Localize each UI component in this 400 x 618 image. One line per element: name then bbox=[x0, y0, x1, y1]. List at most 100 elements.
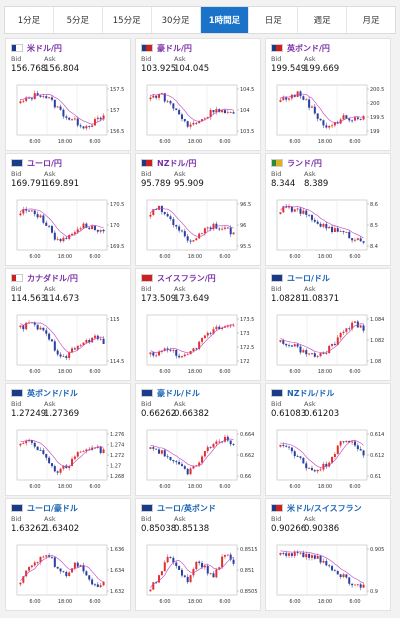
pair-name[interactable]: 英ポンド/円 bbox=[287, 43, 330, 53]
tab-5[interactable]: 日足 bbox=[249, 7, 299, 33]
pair-name[interactable]: 豪ドル/円 bbox=[157, 43, 192, 53]
candle bbox=[59, 354, 62, 357]
candle bbox=[178, 355, 181, 358]
tab-0[interactable]: 1分足 bbox=[5, 7, 54, 33]
candle bbox=[316, 221, 319, 224]
ask-label: Ask bbox=[304, 285, 316, 293]
rate-card[interactable]: ユーロ/円 Bid Ask 169.791 169.891 170.5 170 169… bbox=[5, 153, 131, 266]
pair-name[interactable]: ユーロ/ドル bbox=[287, 273, 330, 283]
rate-card[interactable]: 英ポンド/ドル Bid Ask 1.27249 1.27369 1.276 1.27… bbox=[5, 383, 131, 496]
rate-card[interactable]: ユーロ/豪ドル Bid Ask 1.63262 1.63402 1.636 1.63… bbox=[5, 498, 131, 611]
candle bbox=[28, 567, 31, 571]
rate-card[interactable]: NZドル/ドル Bid Ask 0.61083 0.61203 0.614 0.61… bbox=[265, 383, 391, 496]
candle bbox=[285, 445, 288, 447]
pair-name[interactable]: カナダドル/円 bbox=[27, 273, 78, 283]
candle bbox=[305, 210, 308, 215]
candle bbox=[149, 97, 152, 100]
candle bbox=[226, 112, 229, 114]
x-tick-label: 6:00 bbox=[349, 484, 360, 490]
x-tick-label: 6:00 bbox=[289, 139, 300, 145]
candle bbox=[33, 322, 36, 325]
ask-value: 0.66382 bbox=[174, 409, 210, 419]
candle bbox=[73, 118, 76, 120]
candle bbox=[195, 238, 198, 241]
rate-card[interactable]: NZドル/円 Bid Ask 95.789 95.909 96.5 96 95.5 6:… bbox=[135, 153, 261, 266]
y-tick-label: 1.272 bbox=[110, 453, 124, 459]
pair-name[interactable]: ユーロ/豪ドル bbox=[27, 503, 78, 513]
candle bbox=[62, 465, 65, 469]
moving-average-line bbox=[20, 322, 104, 353]
flag-icon bbox=[271, 389, 283, 397]
candle bbox=[73, 232, 76, 234]
pair-name[interactable]: NZドル/円 bbox=[157, 158, 197, 168]
candle bbox=[226, 227, 229, 229]
tab-7[interactable]: 月足 bbox=[362, 16, 380, 26]
pair-name[interactable]: 米ドル/スイスフラン bbox=[287, 503, 362, 513]
x-tick-label: 6:00 bbox=[159, 599, 170, 605]
mini-chart: 96.5 96 95.5 6:00 18:00 6:00 bbox=[146, 199, 251, 260]
candle bbox=[348, 440, 351, 443]
rate-card[interactable]: 豪ドル/円 Bid Ask 103.925 104.045 104.5 104 103… bbox=[135, 38, 261, 151]
pair-name[interactable]: ランド/円 bbox=[287, 158, 322, 168]
ask-value: 0.85138 bbox=[174, 524, 210, 534]
ask-value: 1.27369 bbox=[44, 409, 80, 419]
candle bbox=[351, 120, 354, 122]
candle bbox=[102, 229, 105, 232]
tab-6[interactable]: 週足 bbox=[298, 7, 348, 33]
candle bbox=[209, 447, 212, 448]
ask-value: 1.63402 bbox=[44, 524, 80, 534]
pair-name[interactable]: ユーロ/英ポンド bbox=[157, 503, 216, 513]
pair-name[interactable]: 英ポンド/ドル bbox=[27, 388, 78, 398]
candle bbox=[28, 97, 31, 99]
candle bbox=[180, 230, 183, 232]
candle bbox=[206, 227, 209, 229]
candle bbox=[333, 122, 336, 126]
candle bbox=[71, 233, 74, 235]
tab-1[interactable]: 5分足 bbox=[54, 7, 103, 33]
candle bbox=[223, 110, 226, 114]
plot-frame bbox=[276, 314, 368, 366]
rate-card[interactable]: カナダドル/円 Bid Ask 114.563 114.673 115 114.5 6… bbox=[5, 268, 131, 381]
pair-name[interactable]: ユーロ/円 bbox=[27, 158, 62, 168]
bid-label: Bid bbox=[11, 515, 22, 523]
pair-name[interactable]: NZドル/ドル bbox=[287, 388, 335, 398]
rate-card[interactable]: ユーロ/英ポンド Bid Ask 0.85038 0.85138 0.8515 0.… bbox=[135, 498, 261, 611]
rate-card[interactable]: 豪ドル/ドル Bid Ask 0.66262 0.66382 0.664 0.662… bbox=[135, 383, 261, 496]
candle bbox=[218, 326, 221, 330]
candle bbox=[85, 340, 88, 343]
candle bbox=[195, 122, 198, 124]
candle bbox=[91, 225, 94, 230]
candle bbox=[223, 227, 226, 229]
candle bbox=[160, 205, 163, 213]
tab-4[interactable]: 1時間足 bbox=[200, 7, 250, 33]
x-tick-label: 6:00 bbox=[29, 369, 40, 375]
ask-label: Ask bbox=[44, 55, 56, 63]
card-header: 米ドル/円 bbox=[11, 42, 62, 54]
candle bbox=[56, 566, 59, 569]
pair-name[interactable]: スイスフラン/円 bbox=[157, 273, 216, 283]
rate-card[interactable]: ランド/円 Bid Ask 8.344 8.389 8.6 8.5 8.4 6:00 18… bbox=[265, 153, 391, 266]
candle bbox=[316, 469, 319, 472]
rate-card[interactable]: 米ドル/スイスフラン Bid Ask 0.90266 0.90386 0.905 0… bbox=[265, 498, 391, 611]
rate-card[interactable]: スイスフラン/円 Bid Ask 173.509 173.649 173.5 173… bbox=[135, 268, 261, 381]
ask-value: 1.08371 bbox=[304, 294, 340, 304]
y-tick-label: 172 bbox=[240, 359, 250, 365]
candle bbox=[79, 345, 82, 346]
candle bbox=[71, 458, 74, 466]
candle bbox=[59, 568, 62, 572]
candle bbox=[25, 441, 28, 444]
plot-frame bbox=[146, 544, 238, 596]
moving-average-line bbox=[280, 93, 364, 124]
tab-2[interactable]: 15分足 bbox=[103, 7, 152, 33]
pair-name[interactable]: 豪ドル/ドル bbox=[157, 388, 200, 398]
candle bbox=[313, 219, 316, 222]
candle bbox=[203, 228, 206, 234]
rate-card[interactable]: 米ドル/円 Bid Ask 156.768 156.804 157.5 157 156… bbox=[5, 38, 131, 151]
candle bbox=[310, 353, 313, 354]
rate-card[interactable]: 英ポンド/円 Bid Ask 199.549 199.669 200.5 200 19… bbox=[265, 38, 391, 151]
candle bbox=[229, 440, 232, 445]
rate-card[interactable]: ユーロ/ドル Bid Ask 1.08281 1.08371 1.084 1.082… bbox=[265, 268, 391, 381]
candle bbox=[288, 345, 291, 347]
pair-name[interactable]: 米ドル/円 bbox=[27, 43, 62, 53]
tab-3[interactable]: 30分足 bbox=[152, 7, 201, 33]
